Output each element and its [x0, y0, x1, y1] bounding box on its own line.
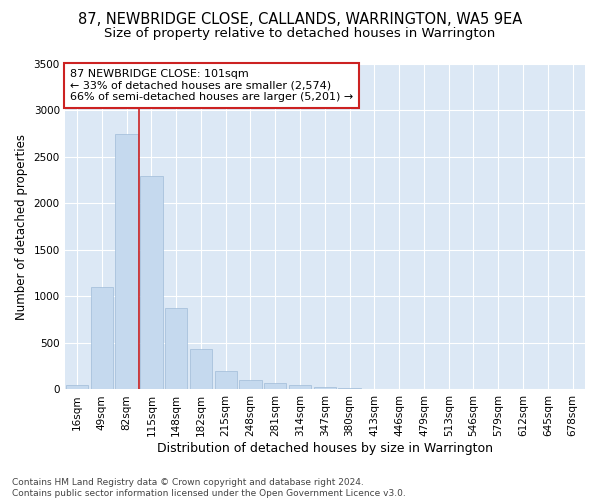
- Bar: [165, 308, 187, 390]
- Bar: [215, 371, 237, 390]
- Bar: [91, 286, 113, 390]
- Text: Contains HM Land Registry data © Crown copyright and database right 2024.
Contai: Contains HM Land Registry data © Crown c…: [12, 478, 406, 498]
- Y-axis label: Number of detached properties: Number of detached properties: [15, 134, 28, 320]
- Bar: [338, 388, 361, 390]
- Bar: [66, 385, 88, 390]
- Bar: [239, 380, 262, 390]
- Bar: [140, 176, 163, 390]
- Bar: [264, 384, 286, 390]
- Text: 87, NEWBRIDGE CLOSE, CALLANDS, WARRINGTON, WA5 9EA: 87, NEWBRIDGE CLOSE, CALLANDS, WARRINGTO…: [78, 12, 522, 28]
- Bar: [190, 350, 212, 390]
- Text: 87 NEWBRIDGE CLOSE: 101sqm
← 33% of detached houses are smaller (2,574)
66% of s: 87 NEWBRIDGE CLOSE: 101sqm ← 33% of deta…: [70, 69, 353, 102]
- Text: Size of property relative to detached houses in Warrington: Size of property relative to detached ho…: [104, 28, 496, 40]
- Bar: [115, 134, 138, 390]
- X-axis label: Distribution of detached houses by size in Warrington: Distribution of detached houses by size …: [157, 442, 493, 455]
- Bar: [363, 388, 386, 390]
- Bar: [314, 388, 336, 390]
- Bar: [289, 386, 311, 390]
